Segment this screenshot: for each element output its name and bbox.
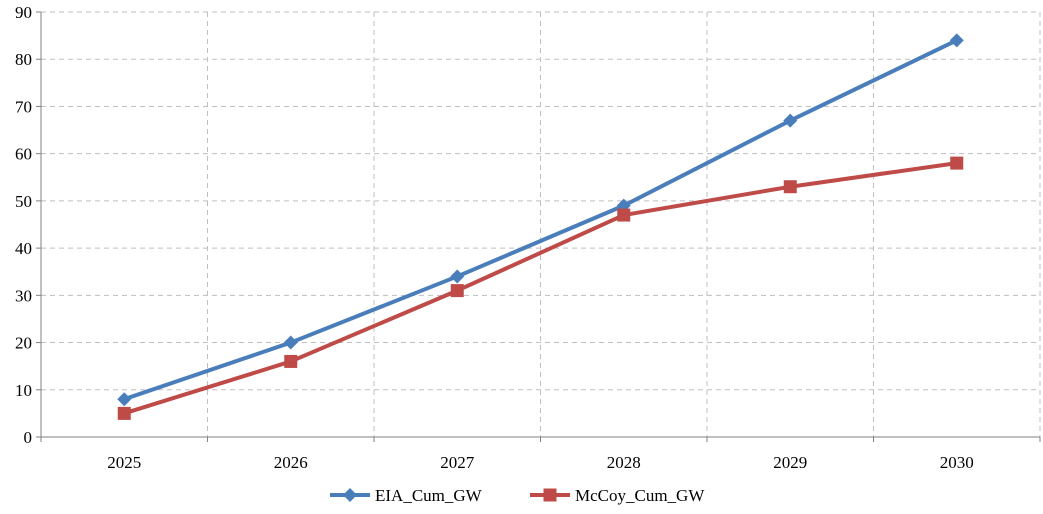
data-point xyxy=(617,208,631,222)
legend-entry: McCoy_Cum_GW xyxy=(530,486,705,505)
data-point xyxy=(283,335,298,350)
data-point xyxy=(117,406,131,420)
x-tick-label: 2030 xyxy=(940,453,974,472)
legend-marker xyxy=(343,488,357,502)
y-tick-labels: 0 10 20 30 40 50 60 70 80 90 xyxy=(15,3,32,447)
data-point xyxy=(783,180,797,194)
y-tick-label: 10 xyxy=(15,381,32,400)
series-mccoy-cum-gw xyxy=(117,156,964,420)
series-line xyxy=(123,38,958,402)
data-point xyxy=(450,284,464,298)
grid-lines xyxy=(41,11,1041,437)
legend-entry: EIA_Cum_GW xyxy=(330,486,483,505)
y-tick-label: 40 xyxy=(15,239,32,258)
series-lines xyxy=(117,33,964,420)
data-point xyxy=(450,269,465,284)
x-tick-label: 2025 xyxy=(107,453,141,472)
x-tick-label: 2028 xyxy=(607,453,641,472)
y-tick-label: 50 xyxy=(15,192,32,211)
axes xyxy=(36,11,1041,442)
series-line xyxy=(123,161,958,416)
y-tick-label: 90 xyxy=(15,3,32,22)
legend-label: McCoy_Cum_GW xyxy=(575,486,705,505)
data-point xyxy=(783,113,798,128)
legend-label: EIA_Cum_GW xyxy=(375,486,483,505)
y-tick-label: 30 xyxy=(15,286,32,305)
x-tick-labels: 2025 2026 2027 2028 2029 2030 xyxy=(107,453,974,472)
x-tick-label: 2029 xyxy=(773,453,807,472)
legend: EIA_Cum_GW McCoy_Cum_GW xyxy=(330,486,705,505)
y-tick-label: 0 xyxy=(24,428,33,447)
legend-marker xyxy=(543,488,557,502)
data-point xyxy=(949,33,964,48)
series-eia-cum-gw xyxy=(117,33,964,407)
x-tick-label: 2026 xyxy=(274,453,308,472)
y-tick-label: 80 xyxy=(15,50,32,69)
data-point xyxy=(117,392,132,407)
y-tick-label: 70 xyxy=(15,97,32,116)
x-tick-label: 2027 xyxy=(440,453,475,472)
y-tick-label: 60 xyxy=(15,145,32,164)
y-tick-label: 20 xyxy=(15,334,32,353)
data-point xyxy=(284,354,298,368)
data-point xyxy=(950,156,964,170)
